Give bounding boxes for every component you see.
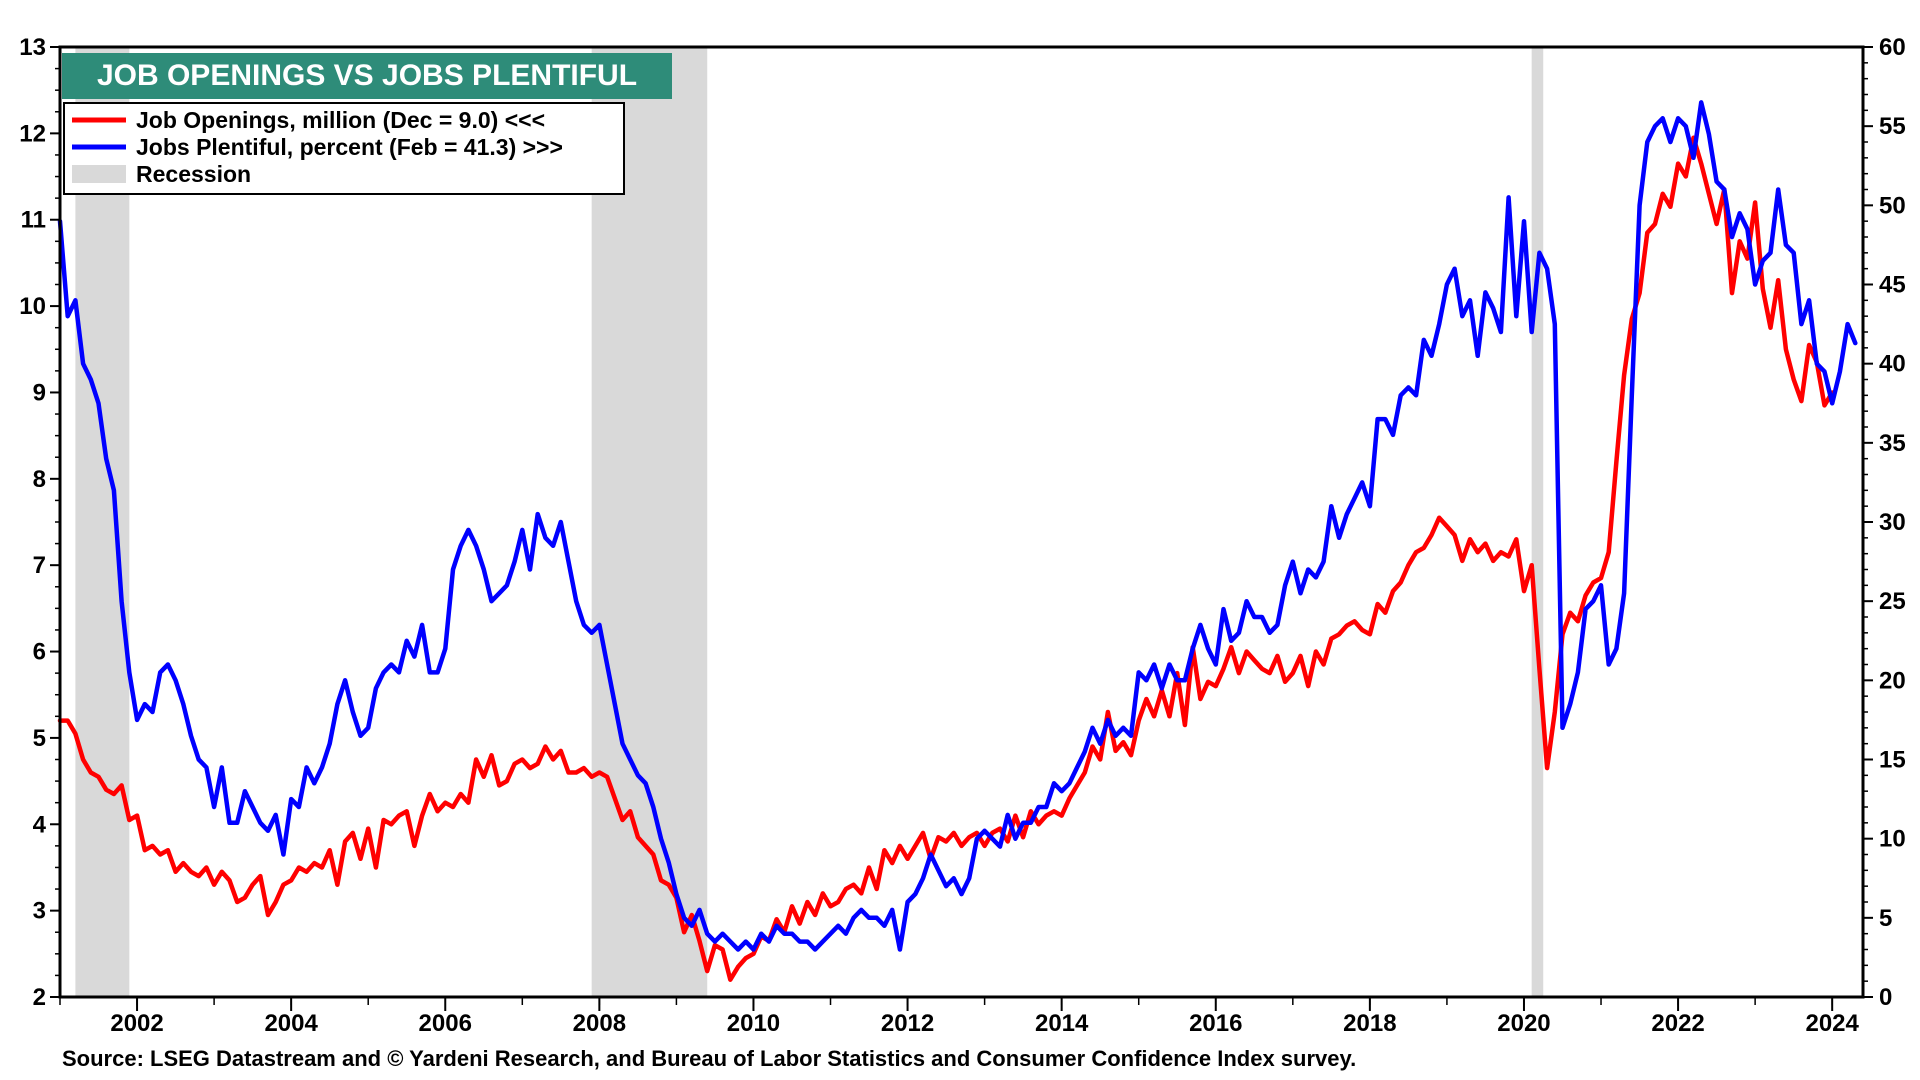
recession-band bbox=[1531, 47, 1544, 997]
y-right-tick-label: 40 bbox=[1879, 351, 1906, 378]
x-tick-label: 2002 bbox=[110, 1010, 163, 1037]
y-left-tick-label: 2 bbox=[33, 984, 46, 1011]
y-right-tick-label: 10 bbox=[1879, 826, 1906, 853]
x-tick-label: 2008 bbox=[573, 1010, 626, 1037]
x-tick-label: 2024 bbox=[1805, 1010, 1859, 1037]
axis-ticks: 2345678910111213051015202530354045505560… bbox=[19, 34, 1905, 1037]
y-left-tick-label: 8 bbox=[33, 466, 46, 493]
chart-title-box: JOB OPENINGS VS JOBS PLENTIFUL bbox=[62, 53, 672, 99]
x-tick-label: 2016 bbox=[1189, 1010, 1242, 1037]
y-right-tick-label: 5 bbox=[1879, 905, 1892, 932]
y-left-tick-label: 4 bbox=[33, 811, 47, 838]
series-line-jobs-plentiful bbox=[57, 100, 1858, 952]
y-right-tick-label: 15 bbox=[1879, 747, 1906, 774]
y-right-tick-label: 55 bbox=[1879, 113, 1906, 140]
series-line-job-openings bbox=[57, 135, 1835, 982]
y-left-tick-label: 11 bbox=[21, 207, 46, 234]
y-left-tick-label: 12 bbox=[19, 120, 46, 147]
y-right-tick-label: 30 bbox=[1879, 509, 1906, 536]
x-tick-label: 2018 bbox=[1343, 1010, 1396, 1037]
y-left-tick-label: 5 bbox=[33, 725, 46, 752]
y-right-tick-label: 25 bbox=[1879, 588, 1906, 615]
y-left-tick-label: 3 bbox=[33, 898, 46, 925]
x-tick-label: 2004 bbox=[264, 1010, 318, 1037]
series-lines bbox=[57, 100, 1858, 982]
y-left-tick-label: 9 bbox=[33, 379, 46, 406]
recession-band bbox=[591, 47, 708, 997]
y-left-tick-label: 6 bbox=[33, 639, 46, 666]
y-left-tick-label: 7 bbox=[33, 552, 46, 579]
y-right-tick-label: 20 bbox=[1879, 667, 1906, 694]
chart-title: JOB OPENINGS VS JOBS PLENTIFUL bbox=[97, 59, 637, 92]
y-right-tick-label: 45 bbox=[1879, 272, 1906, 299]
legend-label-job-openings: Job Openings, million (Dec = 9.0) <<< bbox=[136, 107, 545, 133]
source-note: Source: LSEG Datastream and © Yardeni Re… bbox=[62, 1046, 1356, 1071]
x-tick-label: 2022 bbox=[1651, 1010, 1704, 1037]
recession-bands bbox=[75, 47, 1544, 997]
x-tick-label: 2006 bbox=[419, 1010, 472, 1037]
legend-label-jobs-plentiful: Jobs Plentiful, percent (Feb = 41.3) >>> bbox=[136, 134, 563, 160]
legend-label-recession: Recession bbox=[136, 161, 251, 187]
recession-band bbox=[75, 47, 130, 997]
y-right-tick-label: 0 bbox=[1879, 984, 1892, 1011]
legend-swatch-recession bbox=[72, 165, 126, 183]
y-right-tick-label: 35 bbox=[1879, 430, 1906, 457]
y-right-tick-label: 60 bbox=[1879, 34, 1906, 61]
x-tick-label: 2014 bbox=[1035, 1010, 1089, 1037]
legend: Job Openings, million (Dec = 9.0) <<< Jo… bbox=[63, 102, 625, 195]
y-left-tick-label: 13 bbox=[19, 34, 46, 61]
x-tick-label: 2020 bbox=[1497, 1010, 1550, 1037]
y-right-tick-label: 50 bbox=[1879, 192, 1906, 219]
y-left-tick-label: 10 bbox=[19, 293, 46, 320]
x-tick-label: 2010 bbox=[727, 1010, 780, 1037]
x-tick-label: 2012 bbox=[881, 1010, 934, 1037]
